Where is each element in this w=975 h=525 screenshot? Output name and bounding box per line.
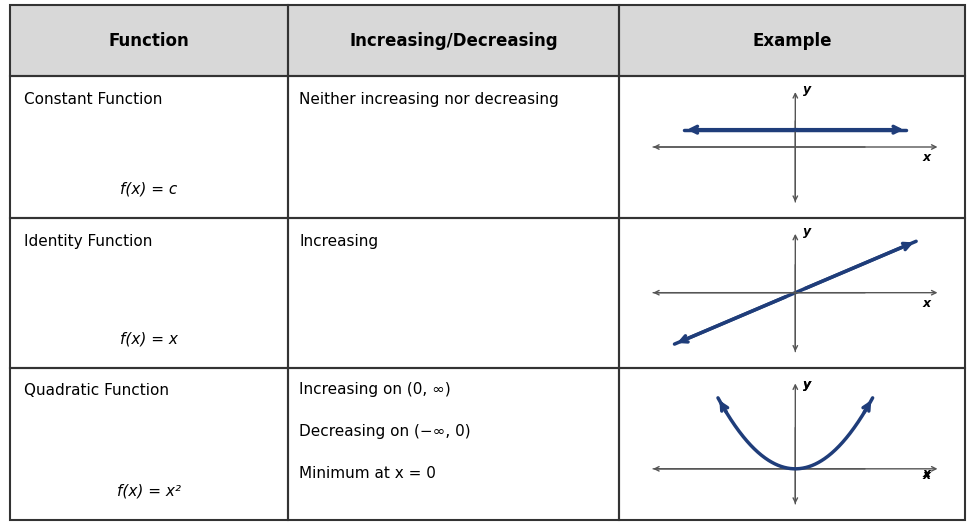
Text: Minimum at x = 0: Minimum at x = 0: [299, 466, 436, 481]
Text: Identity Function: Identity Function: [24, 234, 153, 249]
Text: f(x) = c: f(x) = c: [120, 182, 177, 196]
Text: Increasing: Increasing: [299, 234, 378, 249]
Text: y: y: [802, 378, 811, 391]
Text: y: y: [802, 378, 811, 391]
Text: Increasing on (0, ∞): Increasing on (0, ∞): [299, 382, 451, 397]
Text: x: x: [923, 297, 931, 310]
Text: Quadratic Function: Quadratic Function: [24, 383, 170, 398]
Text: f(x) = x²: f(x) = x²: [117, 484, 180, 498]
Text: Neither increasing nor decreasing: Neither increasing nor decreasing: [299, 92, 559, 107]
Text: Decreasing on (−∞, 0): Decreasing on (−∞, 0): [299, 424, 471, 439]
Text: y: y: [802, 83, 811, 96]
Text: f(x) = x: f(x) = x: [120, 331, 177, 346]
Text: x: x: [923, 469, 931, 482]
Text: Constant Function: Constant Function: [24, 92, 163, 107]
Text: Increasing/Decreasing: Increasing/Decreasing: [349, 32, 558, 50]
Text: Example: Example: [753, 32, 832, 50]
Text: y: y: [802, 225, 811, 238]
Text: x: x: [923, 467, 931, 480]
Text: Function: Function: [108, 32, 189, 50]
Text: x: x: [923, 151, 931, 164]
